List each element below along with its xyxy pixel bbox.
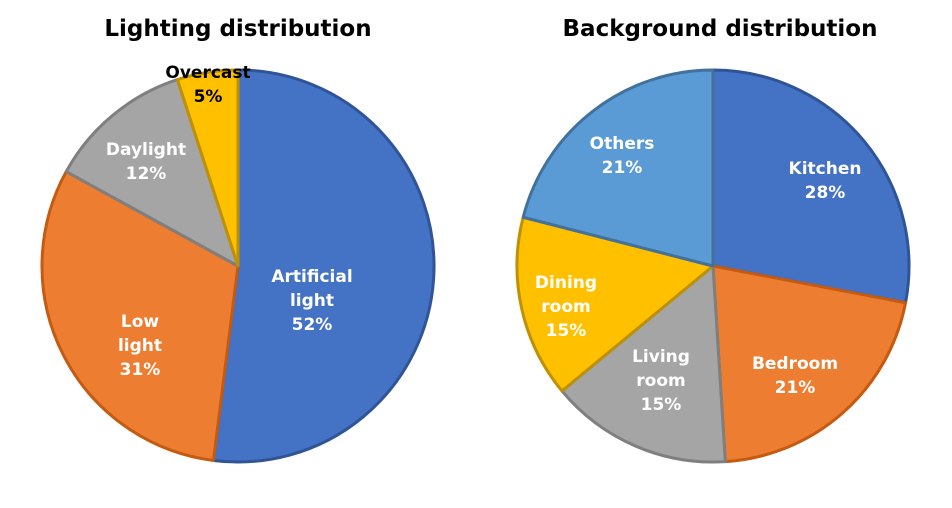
- lighting-label-daylight: Daylight 12%: [106, 140, 186, 184]
- lighting-slice-low-light: [40, 170, 240, 462]
- background-chart-title: Background distribution: [563, 16, 878, 42]
- background-label-living-room: Living room 15%: [632, 347, 690, 415]
- lighting-value-daylight: 12%: [126, 164, 167, 184]
- background-value-kitchen: 28%: [805, 183, 846, 203]
- lighting-label-line: Daylight: [106, 140, 186, 160]
- background-value-living-room: 15%: [641, 395, 682, 415]
- background-value-dining-room: 15%: [546, 321, 587, 341]
- background-value-others: 21%: [602, 158, 643, 178]
- background-label-dining-room: Dining room 15%: [535, 273, 597, 341]
- background-slice-living-room: [560, 264, 727, 464]
- lighting-value-low-light: 31%: [120, 360, 161, 380]
- background-label-others: Others 21%: [590, 134, 655, 178]
- background-label-line: Living: [632, 347, 690, 367]
- background-slice-others: [521, 68, 715, 268]
- background-label-line: Bedroom: [752, 354, 838, 374]
- lighting-slice-artificial-light: [211, 68, 436, 464]
- lighting-label-line: Low: [121, 312, 160, 332]
- lighting-value-overcast: 5%: [194, 87, 223, 107]
- background-pie: Kitchen 28% Bedroom 21% Living room 15% Dining r…: [515, 68, 911, 464]
- lighting-label-line: Artificial: [271, 267, 352, 287]
- background-label-line: room: [636, 371, 685, 391]
- background-label-line: Kitchen: [789, 159, 862, 179]
- lighting-label-overcast: Overcast 5%: [165, 63, 250, 107]
- lighting-label-artificial-light: Artificial light 52%: [271, 267, 352, 335]
- background-label-line: Others: [590, 134, 655, 154]
- lighting-pie: Artificial light 52% Low light 31% Daylight 12%…: [40, 63, 436, 464]
- lighting-label-line: Overcast: [165, 63, 250, 83]
- lighting-value-artificial-light: 52%: [292, 315, 333, 335]
- background-value-bedroom: 21%: [775, 378, 816, 398]
- background-pie-chart: Background distribution Kitchen 28% Bedroo…: [515, 16, 911, 464]
- background-slice-kitchen: [711, 68, 911, 305]
- background-label-bedroom: Bedroom 21%: [752, 354, 838, 398]
- background-slice-bedroom: [711, 264, 908, 464]
- background-label-line: room: [541, 297, 590, 317]
- background-label-line: Dining: [535, 273, 597, 293]
- lighting-chart-title: Lighting distribution: [104, 16, 371, 42]
- lighting-pie-chart: Lighting distribution Artificial light 52%…: [40, 16, 436, 464]
- lighting-slice-daylight: [64, 78, 240, 268]
- lighting-label-low-light: Low light 31%: [118, 312, 162, 380]
- lighting-label-line: light: [118, 336, 162, 356]
- background-label-kitchen: Kitchen 28%: [789, 159, 862, 203]
- background-slice-dining-room: [515, 215, 715, 393]
- lighting-label-line: light: [290, 291, 334, 311]
- lighting-slice-overcast: [175, 68, 240, 268]
